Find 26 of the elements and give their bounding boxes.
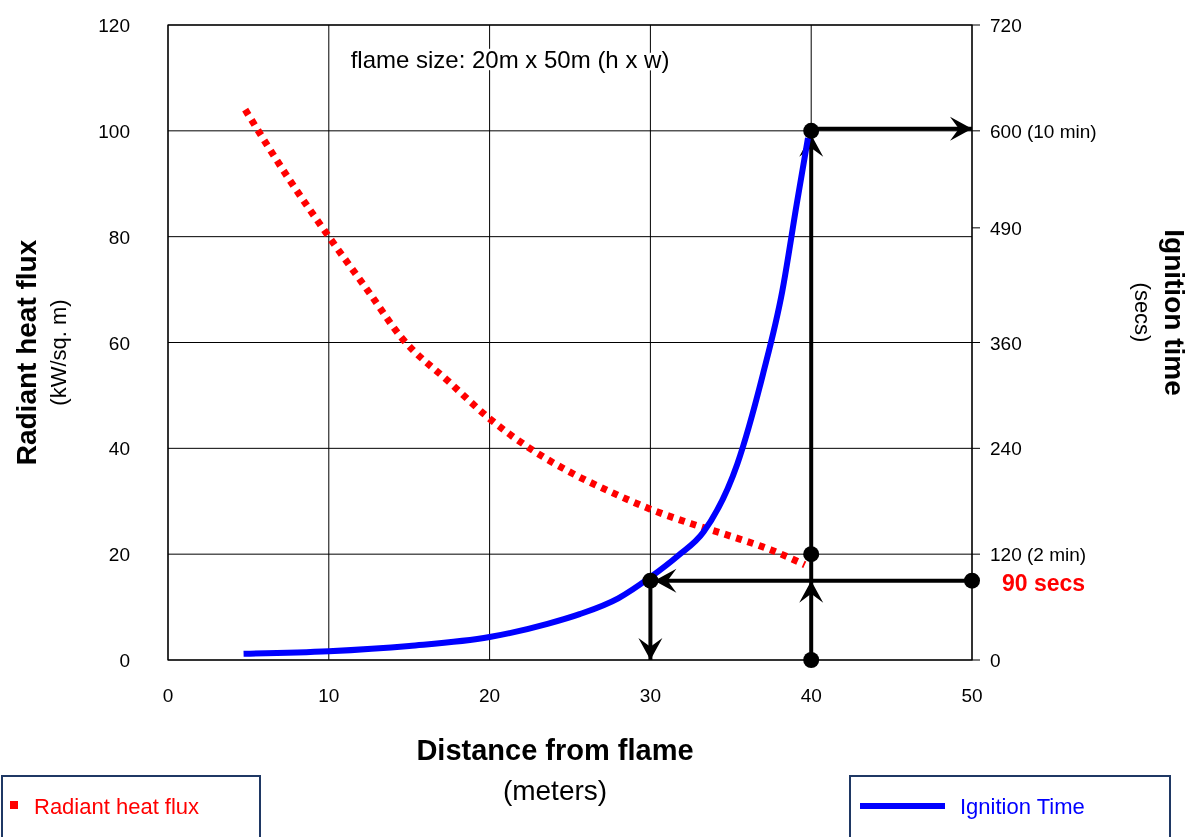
- y2-tick-label: 120 (2 min): [990, 544, 1087, 566]
- y-tick-label: 40: [108, 438, 130, 460]
- x-tick-label: 50: [961, 685, 983, 706]
- y2-tick-label: 360: [990, 332, 1022, 354]
- y2-tick-label: 600 (10 min): [990, 120, 1097, 142]
- y-tick-label: 80: [108, 226, 130, 248]
- y2-tick-label: 490: [990, 217, 1022, 239]
- legend-label: Radiant heat flux: [34, 794, 200, 819]
- y2-tick-label: 0: [990, 650, 1001, 671]
- y-axis-title: Radiant heat flux (kW/sq. m): [11, 239, 71, 466]
- y-tick-label: 0: [119, 650, 130, 671]
- y-tick-label: 20: [108, 544, 130, 566]
- x-tick-label: 10: [318, 685, 340, 706]
- x-tick-label: 30: [639, 685, 661, 706]
- x-tick-label: 20: [479, 685, 501, 706]
- y-tick-label: 60: [108, 332, 130, 354]
- x-axis-title: Distance from flame (meters): [416, 734, 694, 806]
- y-tick-label: 100: [98, 120, 130, 142]
- legend-label: Ignition Time: [960, 794, 1085, 819]
- x-tick-label: 0: [162, 685, 174, 706]
- x-tick-label: 40: [800, 685, 822, 706]
- y-tick-label: 120: [98, 15, 130, 36]
- y2-axis-title: Ignition time (secs): [1130, 229, 1190, 396]
- y2-tick-label: 720: [990, 15, 1022, 36]
- annotation: 90 secs: [1002, 569, 1086, 596]
- y2-tick-label: 240: [990, 438, 1022, 460]
